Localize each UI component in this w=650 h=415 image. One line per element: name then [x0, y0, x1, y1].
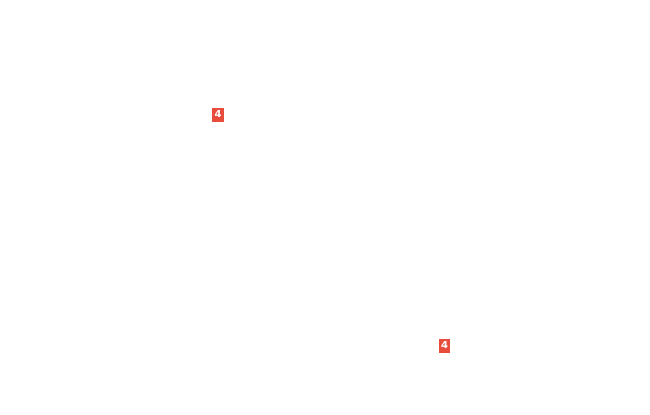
marker-badge-4-upper[interactable]: 4: [212, 108, 224, 122]
marker-badge-4-lower[interactable]: 4: [439, 339, 450, 353]
